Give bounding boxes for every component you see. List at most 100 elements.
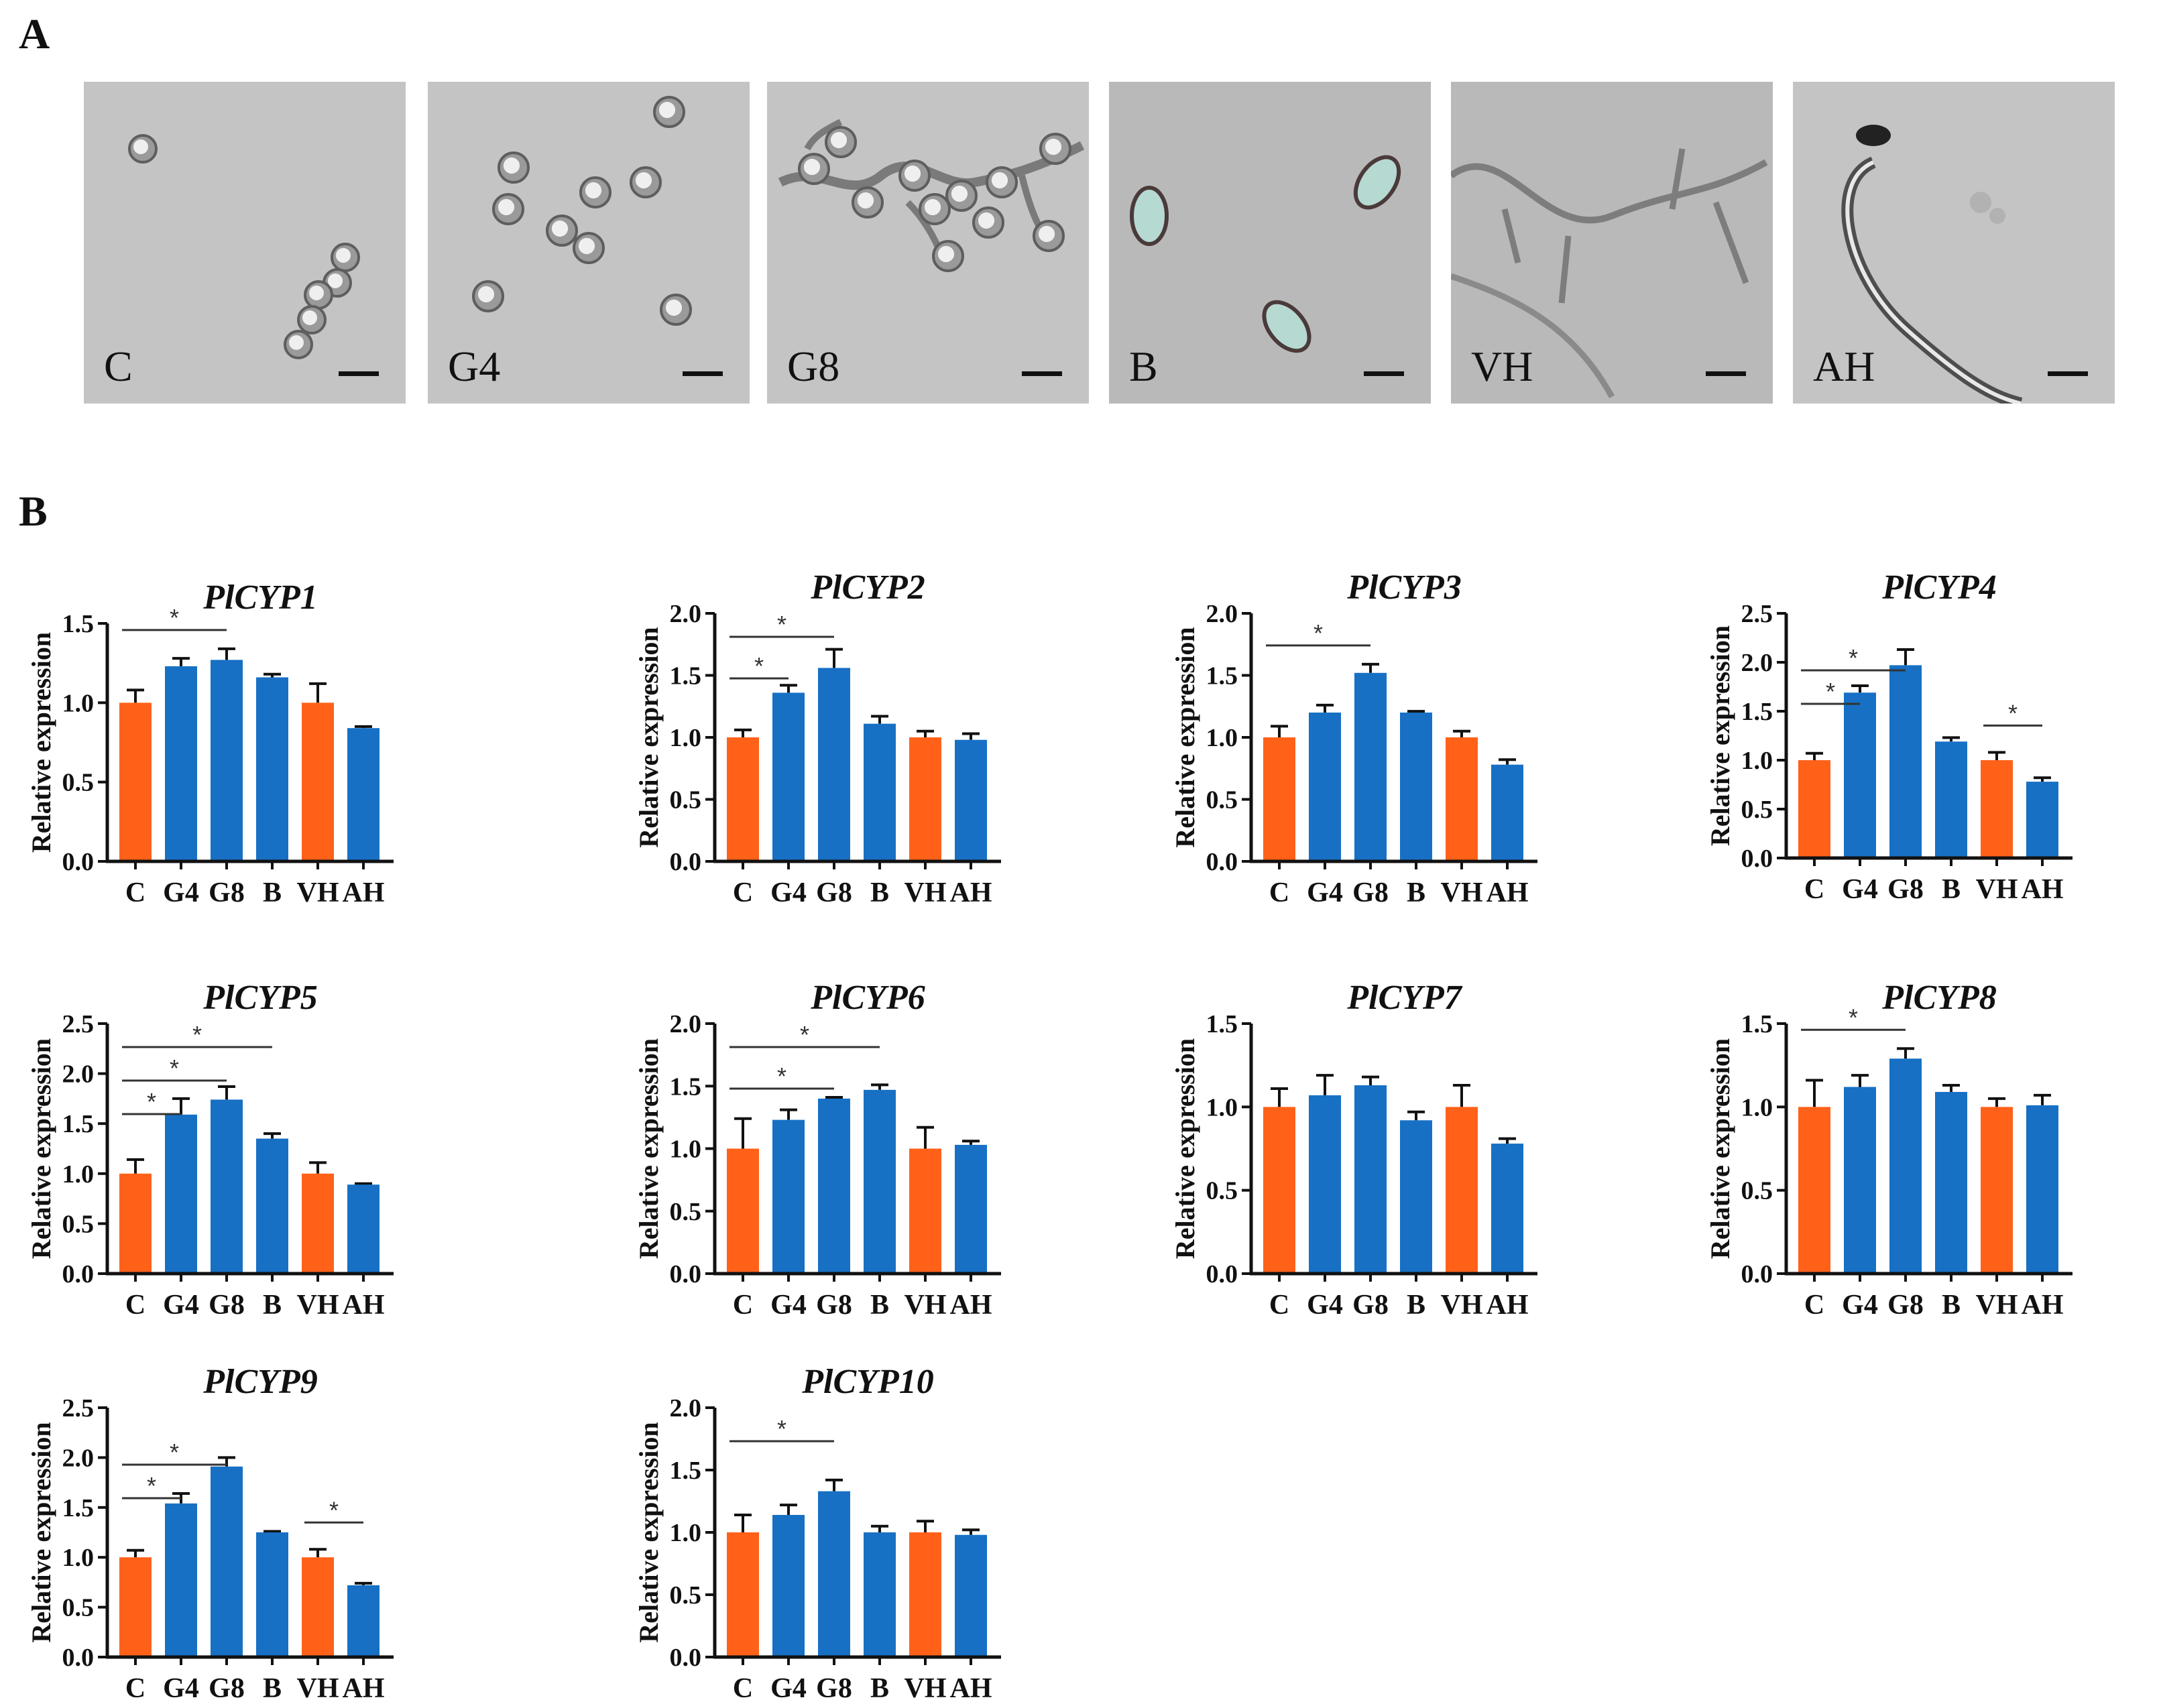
x-tick-label: G8 (209, 1290, 245, 1321)
spore-highlight (503, 157, 520, 174)
micrograph-image (1109, 82, 1431, 404)
spore-highlight (328, 273, 343, 288)
significance-mark: * (777, 611, 786, 638)
bar-g8 (818, 1098, 850, 1274)
significance-mark: * (754, 652, 764, 680)
blastospore (1262, 300, 1311, 353)
y-tick-label: 0.5 (62, 1210, 95, 1238)
x-tick-label: G8 (816, 1673, 852, 1704)
significance-mark: * (192, 1021, 202, 1048)
bar-g4 (1844, 692, 1876, 858)
spore-highlight (830, 131, 848, 149)
significance-mark: * (1849, 644, 1858, 672)
bar-ah (1491, 764, 1523, 861)
x-tick-label: B (263, 877, 282, 908)
bar-ah (2026, 1105, 2058, 1274)
bar-g4 (1309, 713, 1341, 861)
x-tick-label: VH (905, 1673, 947, 1704)
hypha (1451, 273, 1615, 399)
spore (1989, 208, 2005, 224)
spore-highlight (991, 172, 1008, 189)
bar-c (727, 1148, 759, 1274)
y-tick-label: 0.0 (62, 1260, 95, 1288)
bar-b (1400, 713, 1432, 861)
bar-vh (302, 1173, 334, 1274)
bar-c (727, 1532, 759, 1657)
x-tick-label: B (1407, 1290, 1425, 1321)
x-tick-label: B (1407, 877, 1425, 908)
bar-vh (1446, 737, 1478, 861)
micrograph-label: VH (1471, 343, 1533, 390)
scale-bar (339, 371, 379, 376)
spore-highlight (551, 220, 569, 237)
significance-mark: * (170, 604, 179, 631)
bar-g8 (1889, 665, 1922, 858)
micrograph-label: G8 (787, 343, 840, 390)
chart-title: PlCYP3 (1346, 568, 1461, 607)
y-tick-label: 0.0 (670, 1644, 702, 1672)
bar-b (864, 1089, 896, 1274)
spore-highlight (951, 185, 968, 202)
x-tick-label: AH (1486, 1290, 1529, 1321)
bar-g8 (818, 668, 850, 861)
y-tick-label: 2.5 (62, 1394, 95, 1422)
chart-title: PlCYP2 (810, 568, 925, 607)
x-tick-label: C (733, 1290, 753, 1321)
x-tick-label: C (1804, 874, 1824, 905)
bar-g8 (211, 660, 243, 861)
bar-g4 (772, 1119, 805, 1274)
bar-vh (909, 1532, 941, 1657)
bar-g4 (165, 1114, 197, 1274)
y-tick-label: 1.5 (62, 1110, 95, 1138)
bar-ah (1491, 1144, 1523, 1274)
spore-highlight (857, 192, 874, 209)
bar-b (256, 1532, 288, 1657)
x-tick-label: C (1804, 1290, 1824, 1321)
y-tick-label: 0.0 (62, 1644, 95, 1672)
significance-mark: * (1849, 1003, 1858, 1031)
chart-title: PlCYP9 (202, 1363, 317, 1401)
spore-highlight (578, 237, 595, 255)
bar-g4 (165, 666, 197, 861)
y-tick-label: 1.5 (670, 1073, 702, 1101)
bar-c (1263, 737, 1295, 861)
bar-b (864, 723, 896, 861)
y-axis-label: Relative expression (26, 1422, 56, 1642)
y-tick-label: 0.0 (1741, 1260, 1773, 1288)
y-tick-label: 1.5 (1741, 698, 1773, 726)
micrograph-image (1793, 82, 2115, 404)
significance-mark: * (1314, 619, 1323, 647)
bar-b (256, 677, 288, 861)
x-tick-label: AH (1486, 877, 1529, 908)
scale-bar (1364, 371, 1404, 376)
scale-bar (1706, 371, 1746, 376)
hypha-branch (1501, 148, 1749, 304)
y-tick-label: 1.0 (1206, 1093, 1238, 1121)
bar-g8 (818, 1491, 850, 1657)
spore-highlight (302, 310, 317, 325)
x-tick-label: G4 (770, 877, 807, 908)
y-tick-label: 2.0 (670, 600, 702, 628)
x-tick-label: G4 (1307, 877, 1343, 908)
significance-mark: * (147, 1088, 156, 1115)
bar-g8 (211, 1466, 243, 1657)
bar-b (1935, 1091, 1967, 1274)
spore-highlight (133, 139, 148, 154)
bar-g4 (1844, 1087, 1876, 1274)
x-tick-label: B (870, 1290, 889, 1321)
y-tick-label: 0.5 (1741, 1177, 1773, 1205)
bar-g8 (1889, 1058, 1922, 1274)
bar-vh (909, 1148, 941, 1274)
x-tick-label: VH (297, 877, 339, 908)
x-tick-label: AH (950, 1673, 992, 1704)
x-tick-label: C (125, 877, 145, 908)
y-tick-label: 2.0 (1741, 649, 1773, 677)
y-axis-label: Relative expression (26, 632, 56, 853)
y-tick-label: 1.5 (670, 1457, 702, 1485)
spore-highlight (904, 165, 921, 182)
x-tick-label: G8 (1352, 877, 1389, 908)
